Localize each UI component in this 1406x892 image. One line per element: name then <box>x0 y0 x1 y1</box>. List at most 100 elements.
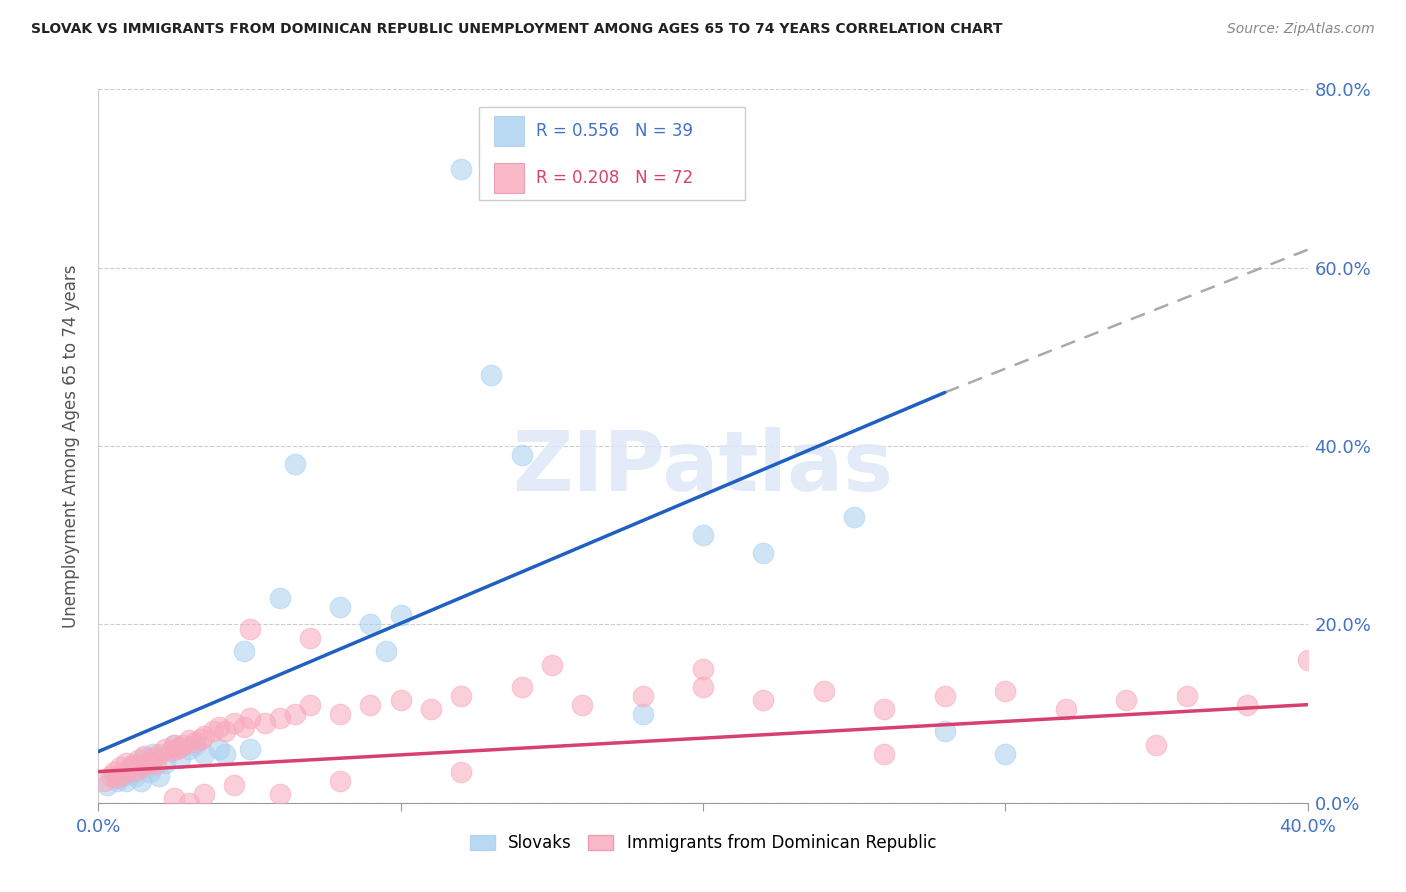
Point <box>96 778 118 792</box>
Text: Source: ZipAtlas.com: Source: ZipAtlas.com <box>1227 22 1375 37</box>
Point <box>132 749 155 764</box>
Point <box>148 769 170 783</box>
Point <box>160 744 183 758</box>
Point <box>631 706 654 721</box>
Text: R = 0.208   N = 72: R = 0.208 N = 72 <box>536 169 693 186</box>
Point <box>127 753 149 767</box>
Text: ZIPatlas: ZIPatlas <box>513 427 893 508</box>
Point <box>179 733 201 747</box>
Point <box>873 702 896 716</box>
Point <box>510 448 533 462</box>
Point <box>129 760 152 774</box>
Point <box>329 599 352 614</box>
Point <box>163 738 186 752</box>
Point <box>93 773 115 788</box>
Point <box>239 742 262 756</box>
Point <box>224 778 246 792</box>
Point <box>752 546 775 560</box>
Point <box>1236 698 1258 712</box>
Point <box>214 724 236 739</box>
Point <box>844 510 866 524</box>
Point <box>111 769 134 783</box>
Text: R = 0.556   N = 39: R = 0.556 N = 39 <box>536 122 693 140</box>
Point <box>135 756 157 771</box>
Text: SLOVAK VS IMMIGRANTS FROM DOMINICAN REPUBLIC UNEMPLOYMENT AMONG AGES 65 TO 74 YE: SLOVAK VS IMMIGRANTS FROM DOMINICAN REPU… <box>31 22 1002 37</box>
Legend: Slovaks, Immigrants from Dominican Republic: Slovaks, Immigrants from Dominican Repub… <box>463 828 943 859</box>
Point <box>571 698 593 712</box>
Point <box>166 742 188 756</box>
Point <box>329 706 352 721</box>
FancyBboxPatch shape <box>494 116 524 146</box>
Point <box>214 747 236 761</box>
Point <box>994 747 1017 761</box>
Point <box>692 662 714 676</box>
Point <box>269 711 291 725</box>
FancyBboxPatch shape <box>494 162 524 193</box>
Point <box>108 760 131 774</box>
Point <box>153 742 176 756</box>
Point <box>193 747 215 761</box>
Point <box>269 591 291 605</box>
Point <box>127 756 149 770</box>
Point <box>124 769 146 783</box>
Point <box>121 758 143 772</box>
Point <box>202 724 225 739</box>
Point <box>163 738 186 752</box>
Point <box>284 706 307 721</box>
Point <box>269 787 291 801</box>
Point <box>329 773 352 788</box>
Point <box>193 787 215 801</box>
Point <box>631 689 654 703</box>
Point <box>169 751 191 765</box>
Point <box>139 755 162 769</box>
Point <box>129 773 152 788</box>
Y-axis label: Unemployment Among Ages 65 to 74 years: Unemployment Among Ages 65 to 74 years <box>62 264 80 628</box>
Point <box>105 771 128 785</box>
Point <box>145 757 167 772</box>
Point <box>1175 689 1198 703</box>
Point <box>124 764 146 778</box>
Point <box>239 711 262 725</box>
Point <box>184 738 207 752</box>
Point <box>1115 693 1137 707</box>
Point <box>510 680 533 694</box>
Point <box>1144 738 1167 752</box>
Point <box>752 693 775 707</box>
Point <box>193 729 215 743</box>
Point <box>179 796 201 810</box>
Point <box>190 731 212 746</box>
Point <box>360 617 382 632</box>
Point <box>934 689 956 703</box>
Point <box>105 773 128 788</box>
Point <box>284 457 307 471</box>
Point <box>172 738 194 752</box>
Point <box>813 684 835 698</box>
Point <box>420 702 443 716</box>
Point <box>299 698 322 712</box>
Point <box>481 368 503 382</box>
Point <box>118 762 141 776</box>
Point <box>232 644 254 658</box>
Point <box>934 724 956 739</box>
Point <box>389 608 412 623</box>
Point <box>139 764 162 779</box>
Point <box>253 715 276 730</box>
Point <box>169 740 191 755</box>
Point <box>148 747 170 761</box>
Point <box>374 644 396 658</box>
Point <box>184 735 207 749</box>
Point <box>118 764 141 779</box>
Point <box>692 680 714 694</box>
Point <box>114 773 136 788</box>
Point <box>360 698 382 712</box>
Point <box>692 528 714 542</box>
Point <box>179 742 201 756</box>
Point <box>163 791 186 805</box>
Point <box>103 764 125 779</box>
Point <box>232 720 254 734</box>
FancyBboxPatch shape <box>479 107 745 200</box>
Point <box>450 162 472 177</box>
Point <box>132 751 155 765</box>
Point <box>450 764 472 779</box>
Point <box>142 751 165 765</box>
